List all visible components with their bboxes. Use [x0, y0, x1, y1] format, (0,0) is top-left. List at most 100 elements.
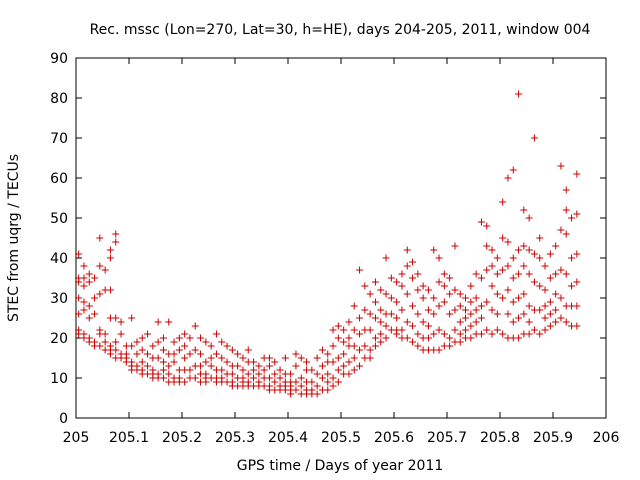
data-point [446, 310, 454, 318]
data-point [541, 326, 549, 334]
data-point [101, 266, 109, 274]
data-point [467, 322, 475, 330]
data-point [387, 294, 395, 302]
data-point [260, 366, 268, 374]
data-point [350, 366, 358, 374]
y-tick-label: 90 [50, 51, 68, 67]
data-point [366, 354, 374, 362]
data-point [181, 378, 189, 386]
y-tick-label: 80 [50, 91, 68, 107]
data-point [112, 314, 120, 322]
data-point [536, 254, 544, 262]
data-point [223, 358, 231, 366]
data-point [435, 278, 443, 286]
data-point [435, 254, 443, 262]
data-point [462, 306, 470, 314]
data-point [520, 262, 528, 270]
data-point [409, 258, 417, 266]
data-point [318, 346, 326, 354]
data-point [191, 346, 199, 354]
data-point [419, 294, 427, 302]
data-point [345, 334, 353, 342]
data-point [250, 366, 258, 374]
data-point [403, 246, 411, 254]
data-point [393, 298, 401, 306]
data-point [504, 238, 512, 246]
data-point [504, 262, 512, 270]
data-point [488, 306, 496, 314]
data-point [366, 310, 374, 318]
x-tick-label: 205.3 [215, 430, 255, 446]
x-tick-label: 205.4 [268, 430, 308, 446]
data-point [106, 286, 114, 294]
data-point [159, 366, 167, 374]
data-point [106, 254, 114, 262]
data-point [430, 294, 438, 302]
data-point [557, 294, 565, 302]
x-tick-label: 205.1 [109, 430, 149, 446]
y-tick-label: 10 [50, 371, 68, 387]
data-point [451, 326, 459, 334]
data-point [234, 350, 242, 358]
data-point [467, 282, 475, 290]
data-point [340, 326, 348, 334]
data-point [112, 230, 120, 238]
data-point [324, 386, 332, 394]
data-point [430, 310, 438, 318]
data-point [541, 314, 549, 322]
data-point [112, 238, 120, 246]
data-point [128, 314, 136, 322]
data-point [573, 250, 581, 258]
chart-title: Rec. mssc (Lon=270, Lat=30, h=HE), days … [90, 22, 591, 38]
data-point [403, 318, 411, 326]
data-point [75, 310, 83, 318]
data-point [499, 266, 507, 274]
data-point [483, 242, 491, 250]
data-point [297, 354, 305, 362]
data-point [329, 382, 337, 390]
data-point [356, 314, 364, 322]
data-point [218, 354, 226, 362]
data-point [562, 230, 570, 238]
data-point [159, 346, 167, 354]
data-point [509, 166, 517, 174]
data-point [186, 350, 194, 358]
data-point [382, 334, 390, 342]
data-point [525, 302, 533, 310]
data-point [228, 370, 236, 378]
data-point [509, 254, 517, 262]
data-point [96, 234, 104, 242]
data-point [377, 330, 385, 338]
data-point [430, 330, 438, 338]
data-point [313, 354, 321, 362]
data-point [568, 282, 576, 290]
data-point [292, 350, 300, 358]
data-point [499, 234, 507, 242]
data-point [562, 206, 570, 214]
data-point [435, 302, 443, 310]
data-point [334, 322, 342, 330]
data-point [472, 294, 480, 302]
data-point [271, 358, 279, 366]
data-point [80, 298, 88, 306]
data-point [340, 362, 348, 370]
data-point [552, 306, 560, 314]
data-point [324, 350, 332, 358]
data-point [451, 242, 459, 250]
data-point [509, 298, 517, 306]
data-point [356, 266, 364, 274]
data-point [308, 378, 316, 386]
data-point [446, 342, 454, 350]
data-point [239, 366, 247, 374]
data-point [80, 306, 88, 314]
data-point [451, 306, 459, 314]
data-point [382, 322, 390, 330]
data-point [573, 278, 581, 286]
data-point [377, 306, 385, 314]
data-point [509, 274, 517, 282]
data-point [488, 246, 496, 254]
data-point [568, 214, 576, 222]
y-tick-label: 30 [50, 291, 68, 307]
data-point [350, 342, 358, 350]
x-tick-label: 205.6 [374, 430, 414, 446]
